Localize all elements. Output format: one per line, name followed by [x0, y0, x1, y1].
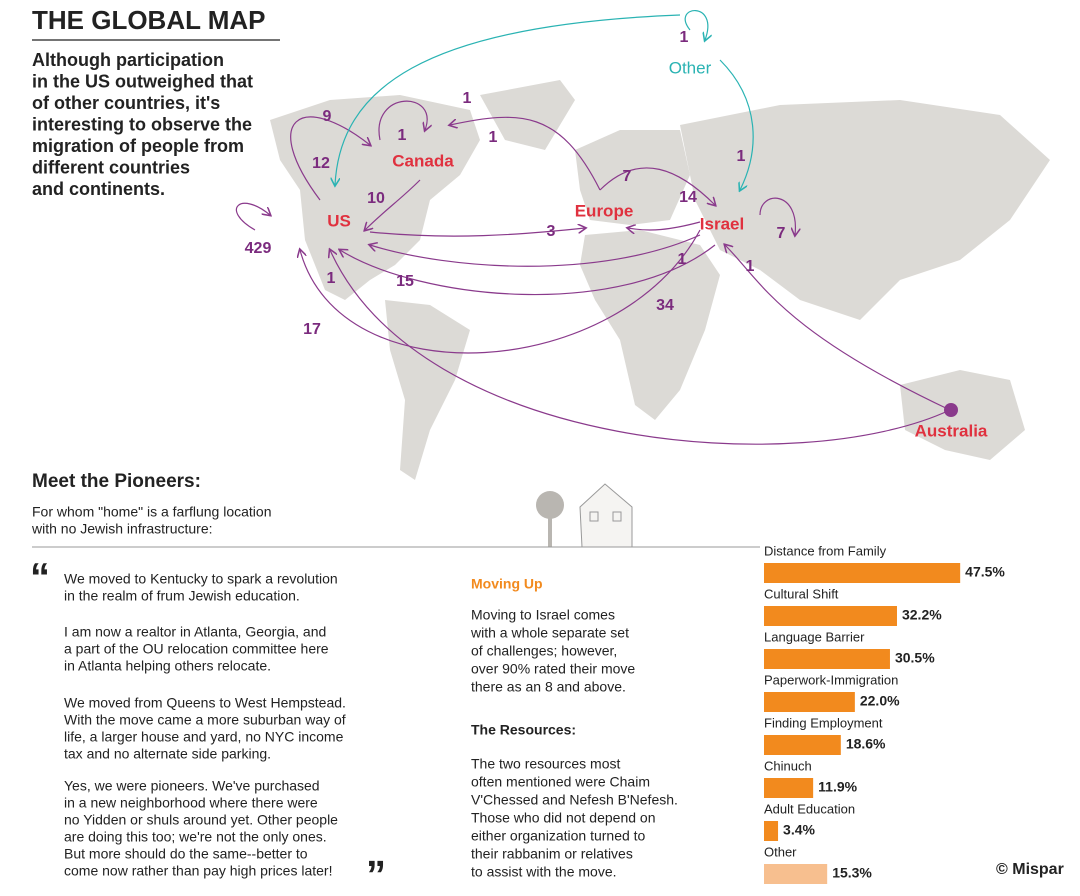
body-line: with a whole separate set — [470, 625, 629, 641]
body-line: to assist with the move. — [471, 864, 617, 880]
intro-line: in the US outweighed that — [32, 71, 253, 91]
quote-line: I am now a realtor in Atlanta, Georgia, … — [64, 624, 326, 640]
intro-line: different countries — [32, 157, 190, 177]
place-label: Australia — [915, 421, 988, 440]
flow-count: 15 — [396, 273, 414, 290]
place-label: US — [327, 211, 351, 230]
quote-line: With the move came a more suburban way o… — [64, 712, 346, 728]
section-title: The Resources: — [471, 722, 576, 738]
quote-line: in Atlanta helping others relocate. — [64, 658, 271, 674]
quote-line: no Yidden or shuls around yet. Other peo… — [64, 812, 338, 828]
bar-value-label: 47.5% — [965, 564, 1005, 580]
quote-mark: ” — [366, 854, 386, 896]
body-line: V'Chessed and Nefesh B'Nefesh. — [471, 792, 678, 808]
bar-value-label: 32.2% — [902, 607, 942, 623]
bar — [764, 692, 855, 712]
body-line: Moving to Israel comes — [471, 607, 615, 623]
bar-category: Other — [764, 844, 797, 859]
section-title: Moving Up — [471, 576, 543, 592]
quote-line: We moved from Queens to West Hempstead. — [64, 695, 346, 711]
bar-category: Distance from Family — [764, 543, 887, 558]
flow-count: 3 — [547, 223, 556, 240]
flow-count: 1 — [489, 129, 498, 146]
bar-category: Adult Education — [764, 801, 855, 816]
place-label: Other — [669, 58, 712, 77]
bar-value-label: 11.9% — [818, 779, 857, 795]
bar-value-label: 22.0% — [860, 693, 900, 709]
page-title: THE GLOBAL MAP — [32, 5, 266, 35]
flow-count: 17 — [303, 321, 321, 338]
bar — [764, 821, 779, 841]
subtitle-line: with no Jewish infrastructure: — [31, 521, 213, 537]
intro-line: and continents. — [32, 179, 165, 199]
body-line: Those who did not depend on — [471, 810, 655, 826]
place-label: Canada — [392, 151, 454, 170]
quote-line: in the realm of frum Jewish education. — [64, 588, 300, 604]
bar-category: Finding Employment — [764, 715, 883, 730]
bar-category: Paperwork-Immigration — [764, 672, 898, 687]
flow-count: 14 — [679, 189, 697, 206]
quote-line: Yes, we were pioneers. We've purchased — [64, 778, 320, 794]
quote-mark: “ — [30, 556, 50, 600]
body-line: of challenges; however, — [471, 643, 617, 659]
body-line: their rabbanim or relatives — [471, 846, 633, 862]
quote-line: are doing this too; we're not the only o… — [64, 829, 327, 845]
bar — [764, 864, 828, 884]
body-line: over 90% rated their move — [471, 661, 635, 677]
flow-count: 34 — [656, 297, 674, 314]
bar — [764, 778, 814, 798]
body-line: either organization turned to — [471, 828, 646, 844]
bar-value-label: 30.5% — [895, 650, 935, 666]
quote-line: We moved to Kentucky to spark a revoluti… — [64, 571, 338, 587]
flow-count: 1 — [327, 270, 336, 287]
bar-value-label: 15.3% — [832, 865, 872, 881]
bar-category: Language Barrier — [764, 629, 865, 644]
place-label: Israel — [700, 214, 744, 233]
world-map — [235, 10, 1050, 480]
flow-count: 1 — [463, 90, 472, 107]
flow-count: 10 — [367, 190, 385, 207]
bar-value-label: 3.4% — [783, 822, 815, 838]
quote-line: But more should do the same--better to — [64, 846, 308, 862]
flow-count: 1 — [746, 258, 755, 275]
quote-line: in a new neighborhood where there were — [64, 795, 318, 811]
body-line: often mentioned were Chaim — [471, 774, 650, 790]
intro-line: of other countries, it's — [32, 93, 220, 113]
flow-count: 1 — [737, 148, 746, 165]
credit: © Mispar — [996, 861, 1064, 878]
intro-line: migration of people from — [32, 136, 244, 156]
house-icon — [536, 483, 633, 548]
intro-line: Although participation — [32, 50, 224, 70]
bar — [764, 649, 890, 669]
flow-count: 1 — [680, 29, 689, 46]
quote-line: a part of the OU relocation committee he… — [64, 641, 329, 657]
subtitle-line: For whom "home" is a farflung location — [32, 504, 272, 520]
bar-category: Cultural Shift — [764, 586, 839, 601]
quote-line: life, a larger house and yard, no NYC in… — [64, 729, 344, 745]
body-line: The two resources most — [471, 756, 620, 772]
quote-line: tax and no alternate side parking. — [64, 746, 271, 762]
flow-count: 7 — [623, 168, 632, 185]
bar — [764, 735, 841, 755]
body-line: there as an 8 and above. — [471, 679, 626, 695]
flow-count: 12 — [312, 155, 330, 172]
flow-count: 9 — [323, 108, 332, 125]
bar-value-label: 18.6% — [846, 736, 886, 752]
flow-count: 429 — [245, 240, 272, 257]
section-title: Meet the Pioneers: — [32, 471, 201, 492]
quote-line: come now rather than pay high prices lat… — [64, 863, 332, 879]
flow-count: 1 — [678, 251, 687, 268]
flow-count: 7 — [777, 225, 786, 242]
bar — [764, 606, 897, 626]
place-label: Europe — [575, 201, 634, 220]
bar-category: Chinuch — [764, 758, 812, 773]
bar — [764, 563, 961, 583]
place-dot — [944, 403, 958, 417]
intro-line: interesting to observe the — [32, 114, 252, 134]
flow-count: 1 — [398, 127, 407, 144]
